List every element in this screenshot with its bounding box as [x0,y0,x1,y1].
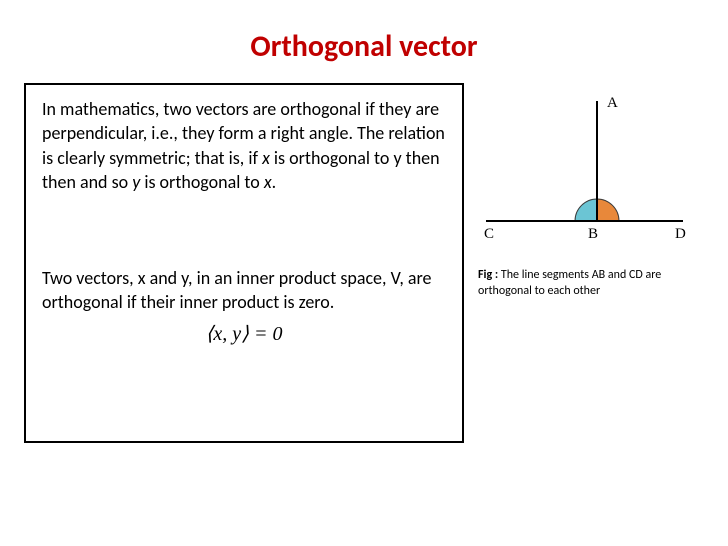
equation: ⟨x, y⟩ = 0 [42,321,446,346]
svg-text:B: B [588,226,598,242]
content-row: In mathematics, two vectors are orthogon… [0,83,728,443]
paragraph-2: Two vectors, x and y, in an inner produc… [42,266,446,315]
caption-label: Fig : [478,268,501,282]
svg-text:D: D [675,226,686,242]
svg-text:C: C [484,226,494,242]
definition-box: In mathematics, two vectors are orthogon… [24,83,464,443]
figure-column: A B C D Fig : The line segments AB and CD a… [464,83,704,443]
orthogonal-diagram: A B C D [478,89,688,254]
paragraph-1: In mathematics, two vectors are orthogon… [42,97,446,194]
page-title: Orthogonal vector [0,0,728,83]
figure-caption: Fig : The line segments AB and CD are or… [478,268,688,299]
svg-text:A: A [607,95,618,111]
caption-text: The line segments AB and CD are orthogon… [478,268,661,298]
